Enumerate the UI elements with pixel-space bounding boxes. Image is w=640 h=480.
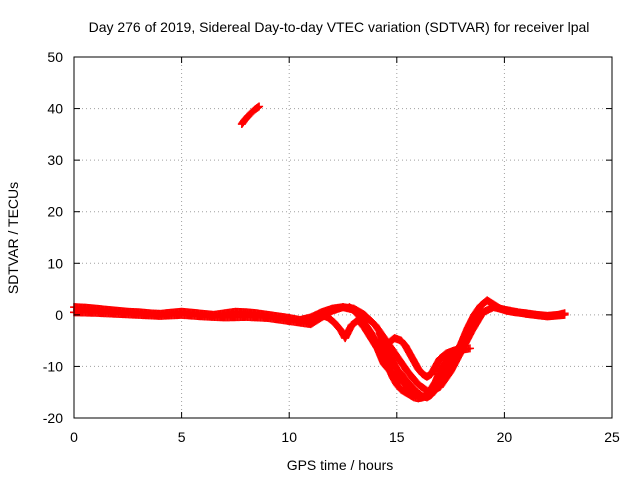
- y-tick-label: 0: [55, 307, 63, 323]
- x-tick-label: 25: [604, 429, 620, 445]
- plot-border: [73, 56, 613, 419]
- x-tick-label: 15: [389, 429, 405, 445]
- y-tick-label: 40: [47, 101, 63, 117]
- data-point: [435, 377, 444, 386]
- data-point: [465, 344, 474, 353]
- series-upper-arc: [237, 102, 264, 129]
- y-tick-label: 50: [47, 49, 63, 65]
- data-point: [255, 102, 264, 111]
- y-tick-label: 30: [47, 152, 63, 168]
- x-tick-label: 0: [70, 429, 78, 445]
- data-point: [560, 310, 569, 319]
- y-tick-label: 10: [47, 255, 63, 271]
- x-tick-label: 10: [281, 429, 297, 445]
- axis-ticks: 0 5 10 15 20 25 -20 -10 0 10 20 30 40 50: [43, 49, 620, 445]
- data-points: [70, 102, 569, 403]
- series-trace-4: [345, 303, 474, 381]
- chart-title: Day 276 of 2019, Sidereal Day-to-day VTE…: [89, 19, 590, 35]
- x-tick-label: 5: [178, 429, 186, 445]
- y-tick-label: -10: [43, 358, 63, 374]
- x-tick-label: 20: [497, 429, 513, 445]
- y-tick-label: -20: [43, 410, 63, 426]
- x-axis-label: GPS time / hours: [287, 457, 394, 473]
- y-tick-label: 20: [47, 204, 63, 220]
- series-trace-5: [375, 328, 444, 402]
- y-axis-label: SDTVAR / TECUs: [5, 182, 21, 294]
